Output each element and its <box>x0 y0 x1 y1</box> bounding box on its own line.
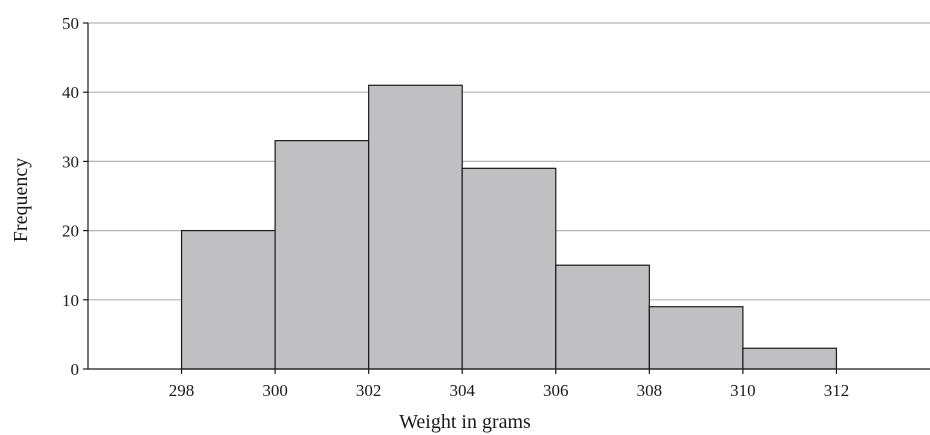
y-tick-label-40: 40 <box>62 83 79 102</box>
y-tick-labels: 0 10 20 30 40 50 <box>62 14 79 379</box>
x-tick-label-312: 312 <box>824 381 850 400</box>
bar-298-300 <box>180 230 276 370</box>
bar-306-308 <box>555 264 650 370</box>
x-tick-label-308: 308 <box>637 381 663 400</box>
bar-304-306 <box>461 167 557 370</box>
x-tick-labels: 298 300 302 304 306 308 310 312 <box>169 381 849 400</box>
y-tick-label-10: 10 <box>62 291 79 310</box>
bars <box>180 84 838 370</box>
bar-300-302 <box>274 140 370 370</box>
bar-310-312 <box>742 347 838 370</box>
y-tick-label-0: 0 <box>71 360 80 379</box>
x-tick-label-300: 300 <box>262 381 288 400</box>
x-axis-title: Weight in grams <box>399 411 531 433</box>
y-tick-label-50: 50 <box>62 14 79 33</box>
x-tick-label-302: 302 <box>356 381 382 400</box>
axes <box>83 22 930 374</box>
x-tick-label-304: 304 <box>449 381 475 400</box>
y-axis-title: Frequency <box>10 158 32 242</box>
x-tick-label-310: 310 <box>730 381 756 400</box>
x-tick-label-298: 298 <box>169 381 195 400</box>
x-tick-label-306: 306 <box>543 381 569 400</box>
bar-302-304 <box>368 84 463 370</box>
y-tick-label-20: 20 <box>62 222 79 241</box>
y-tick-label-30: 30 <box>62 152 79 171</box>
bar-308-310 <box>648 306 744 370</box>
